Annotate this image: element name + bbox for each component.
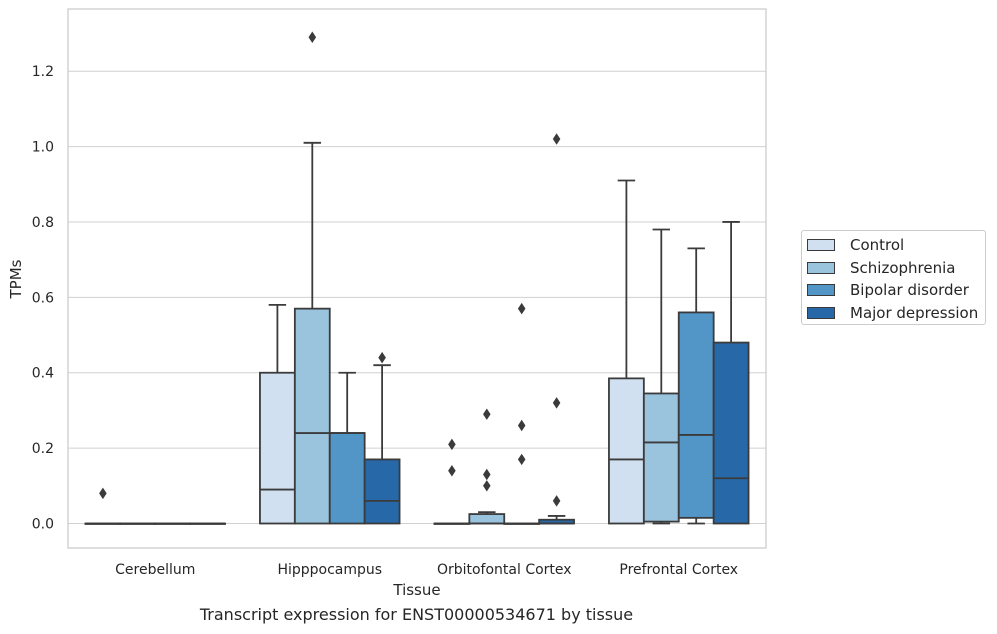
plot-area — [84, 31, 750, 525]
legend-label-major-depression: Major depression — [850, 304, 979, 322]
legend-label-control: Control — [850, 236, 905, 254]
legend-swatch-major-depression — [807, 307, 835, 319]
outlier-point — [448, 438, 456, 451]
legend-swatch-bipolar-disorder — [807, 284, 835, 296]
box-body — [293, 307, 331, 525]
box-major-depression — [363, 351, 401, 525]
outlier-point — [378, 351, 386, 364]
box-body — [363, 458, 401, 525]
box-schizophrenia — [119, 522, 157, 525]
legend-swatch-control — [807, 239, 835, 251]
box-body — [642, 392, 680, 523]
legend-item-schizophrenia: Schizophrenia — [807, 258, 955, 278]
outlier-point — [308, 31, 317, 43]
outlier-point — [448, 465, 456, 477]
legend-item-bipolar-disorder: Bipolar disorder — [807, 280, 969, 300]
tick-labels: 0.0 0.2 0.4 0.6 0.8 1.0 1.2 Cerebellum Hipppocam… — [32, 64, 738, 578]
x-tick-label: Hipppocampus — [277, 562, 382, 578]
outlier-point — [483, 480, 491, 492]
x-tick-label: Cerebellum — [115, 562, 195, 578]
box-control — [84, 487, 122, 525]
plot-frame — [67, 8, 767, 549]
box-body — [468, 513, 506, 525]
y-tick-label: 0.4 — [32, 366, 54, 382]
box-schizophrenia — [468, 408, 506, 525]
y-tick-label: 0.2 — [32, 441, 54, 457]
legend: Control Schizophrenia Bipolar disorder M… — [801, 230, 986, 325]
outlier-point — [483, 408, 491, 420]
box-bipolar-disorder — [154, 522, 192, 525]
y-tick-label: 0.8 — [32, 215, 54, 231]
box-body — [712, 341, 750, 525]
outlier-point — [517, 453, 526, 466]
box-bipolar-disorder — [503, 302, 541, 525]
box-major-depression — [712, 221, 750, 525]
box-body — [677, 311, 715, 519]
legend-label-schizophrenia: Schizophrenia — [850, 259, 956, 277]
box-bipolar-disorder — [677, 247, 715, 525]
box-control — [259, 303, 296, 525]
box-bipolar-disorder — [328, 371, 366, 525]
box-major-depression — [189, 522, 226, 525]
y-tick-label: 0.0 — [32, 517, 54, 533]
box-body — [608, 377, 645, 525]
chart-caption: Transcript expression for ENST0000053467… — [199, 605, 634, 624]
box-schizophrenia — [293, 31, 331, 525]
box-body — [259, 371, 296, 525]
outlier-point — [517, 419, 526, 432]
y-axis-label: TPMs — [7, 259, 25, 299]
legend-swatch-schizophrenia — [807, 262, 835, 274]
outlier-point — [552, 397, 561, 409]
box-schizophrenia — [642, 228, 680, 525]
box-control — [433, 438, 471, 525]
legend-item-major-depression: Major depression — [807, 303, 978, 323]
x-tick-label: Prefrontal Cortex — [619, 562, 738, 578]
outlier-point — [552, 495, 561, 507]
legend-label-bipolar-disorder: Bipolar disorder — [850, 281, 969, 299]
box-control — [608, 179, 645, 525]
gridlines — [67, 8, 767, 549]
x-axis-label: Tissue — [392, 581, 440, 599]
x-tick-label: Orbitofontal Cortex — [437, 562, 572, 578]
y-tick-label: 0.6 — [32, 290, 54, 306]
outlier-point — [517, 302, 526, 315]
box-major-depression — [538, 133, 575, 525]
y-tick-label: 1.0 — [32, 140, 54, 156]
outlier-point — [552, 133, 561, 145]
legend-item-control: Control — [807, 235, 904, 255]
outlier-point — [483, 468, 491, 481]
outlier-point — [99, 487, 107, 500]
box-body — [328, 432, 366, 525]
y-tick-label: 1.2 — [32, 64, 54, 80]
